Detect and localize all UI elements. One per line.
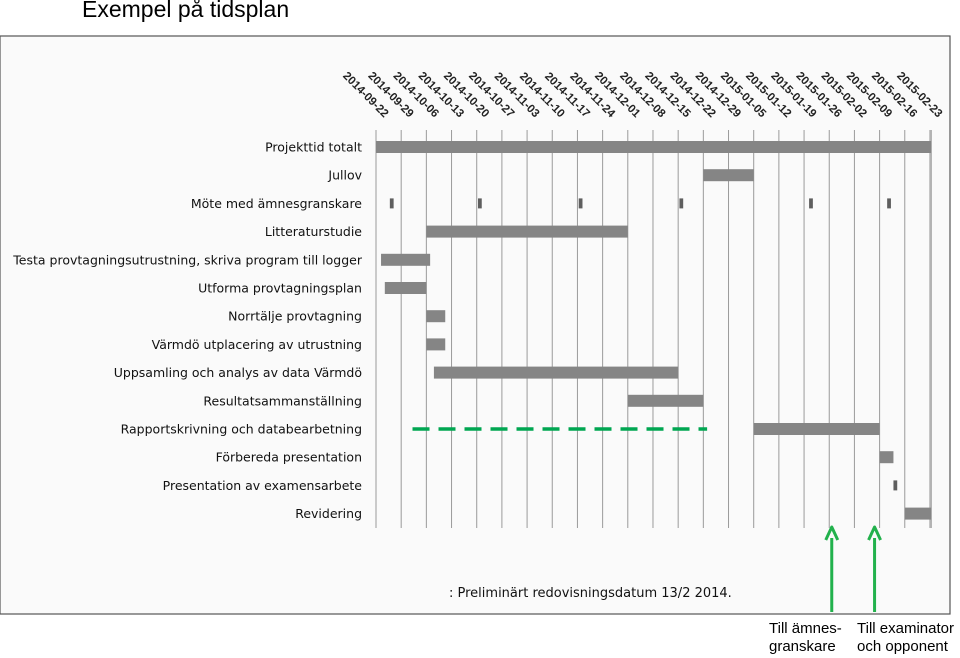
task-bar-3-0 bbox=[426, 225, 628, 238]
task-label-3: Litteraturstudie bbox=[265, 224, 362, 239]
task-bar-2-3 bbox=[679, 198, 684, 209]
task-label-12: Presentation av examensarbete bbox=[163, 478, 363, 493]
task-bar-8-0 bbox=[433, 366, 679, 379]
caption-examinator-line1: Till examinator bbox=[857, 620, 954, 637]
caption-examinator-line2: och opponent bbox=[857, 638, 948, 655]
task-label-10: Rapportskrivning och databearbetning bbox=[121, 422, 362, 437]
caption-amnesgranskare-line1: Till ämnes- bbox=[769, 620, 842, 637]
task-bar-2-2 bbox=[578, 198, 583, 209]
marker-arrow-head-0 bbox=[824, 525, 840, 541]
caption-amnesgranskare: Till ämnes- granskare bbox=[769, 620, 842, 656]
task-bar-5-0 bbox=[384, 282, 427, 294]
slide-title: Exempel på tidsplan bbox=[82, 0, 290, 22]
task-label-1: Jullov bbox=[327, 168, 362, 183]
task-bar-0-0 bbox=[376, 141, 932, 153]
task-label-8: Uppsamling och analys av data Värmdö bbox=[114, 365, 362, 380]
task-bar-2-5 bbox=[887, 198, 891, 209]
task-label-5: Utforma provtagningsplan bbox=[198, 281, 362, 296]
task-label-0: Projekttid totalt bbox=[265, 140, 362, 155]
marker-arrow-head-1 bbox=[867, 525, 882, 541]
caption-amnesgranskare-line2: granskare bbox=[769, 638, 836, 655]
task-label-6: Norrtälje provtagning bbox=[228, 309, 362, 324]
task-bar-2-1 bbox=[477, 198, 482, 209]
task-bar-10-0 bbox=[753, 423, 880, 435]
scan-frame bbox=[0, 35, 951, 615]
task-bar-9-0 bbox=[627, 394, 704, 407]
task-label-7: Värmdö utplacering av utrustning bbox=[152, 337, 362, 352]
task-label-13: Revidering bbox=[295, 506, 362, 521]
task-label-2: Möte med ämnesgranskare bbox=[191, 196, 362, 211]
task-bar-2-0 bbox=[389, 198, 394, 209]
task-bar-2-4 bbox=[809, 198, 813, 209]
task-bar-12-0 bbox=[893, 480, 898, 491]
task-bar-4-0 bbox=[381, 253, 431, 266]
task-label-11: Förbereda presentation bbox=[216, 450, 362, 465]
task-bar-11-0 bbox=[879, 451, 894, 464]
task-label-4: Testa provtagningsutrustning, skriva pro… bbox=[12, 252, 363, 267]
task-bar-1-0 bbox=[703, 169, 754, 182]
task-bar-7-0 bbox=[426, 338, 446, 351]
caption-examinator: Till examinator och opponent bbox=[857, 620, 954, 656]
task-label-9: Resultatsammanställning bbox=[203, 393, 362, 408]
footnote: : Preliminärt redovisningsdatum 13/2 201… bbox=[449, 586, 732, 601]
task-bar-6-0 bbox=[426, 310, 446, 323]
task-bar-13-0 bbox=[904, 507, 932, 520]
